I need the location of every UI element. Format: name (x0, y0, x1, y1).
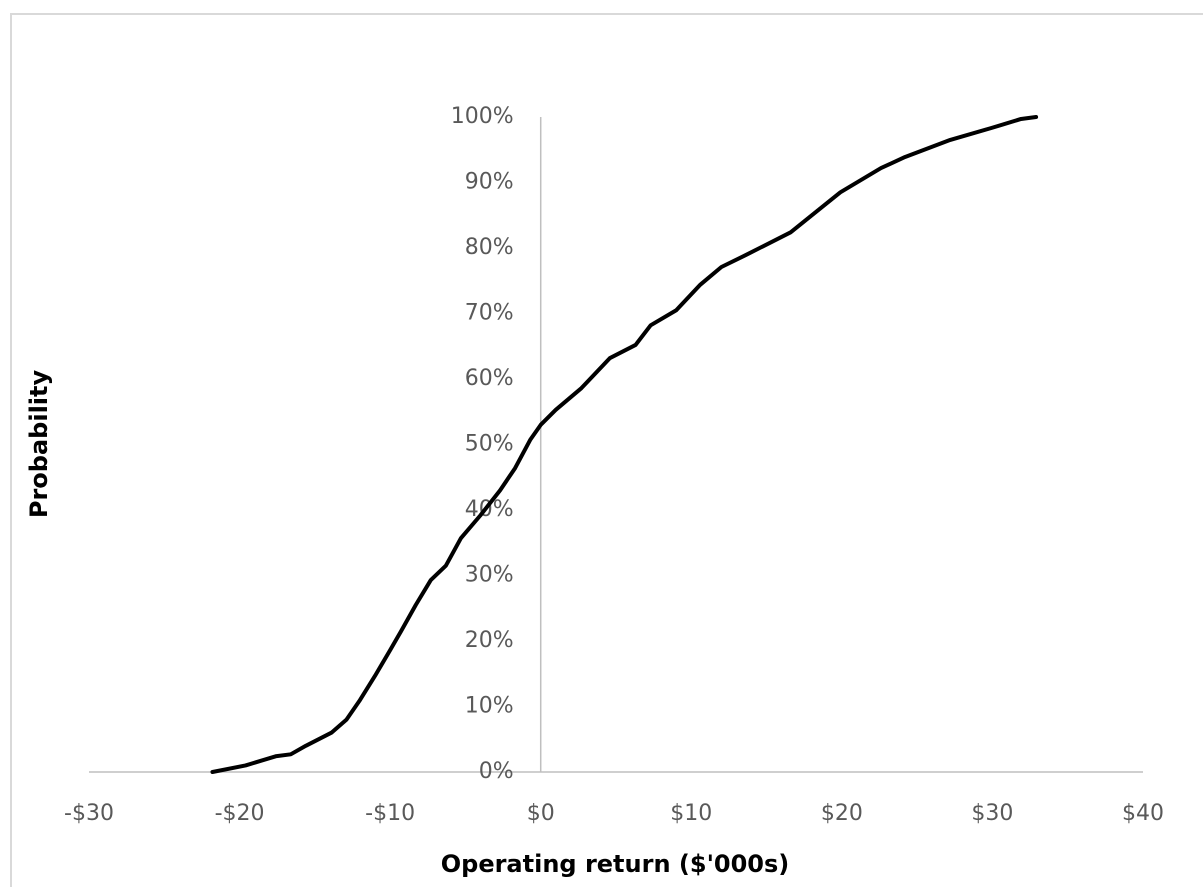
y-tick-label: 10% (465, 694, 514, 719)
x-tick-label: $0 (527, 801, 555, 826)
y-tick-label: 90% (465, 170, 514, 195)
x-tick-label: $40 (1122, 801, 1164, 826)
x-axis-title: Operating return ($'000s) (441, 850, 790, 878)
x-tick-label: -$10 (365, 801, 415, 826)
y-tick-label: 70% (465, 301, 514, 326)
y-tick-label: 80% (465, 235, 514, 260)
y-tick-label: 50% (465, 432, 514, 457)
y-tick-label: 30% (465, 563, 514, 588)
y-tick-label: 20% (465, 628, 514, 653)
y-axis-title: Probability (25, 370, 53, 519)
x-tick-label: -$30 (64, 801, 114, 826)
chart-frame (10, 13, 1203, 887)
y-tick-label: 40% (465, 497, 514, 522)
y-tick-label: 60% (465, 366, 514, 391)
x-tick-label: -$20 (215, 801, 265, 826)
y-tick-label: 100% (451, 104, 514, 129)
data-line (210, 115, 1039, 774)
x-tick-label: $10 (670, 801, 712, 826)
x-tick-label: $20 (821, 801, 863, 826)
x-tick-label: $30 (971, 801, 1013, 826)
y-tick-label: 0% (479, 759, 514, 784)
